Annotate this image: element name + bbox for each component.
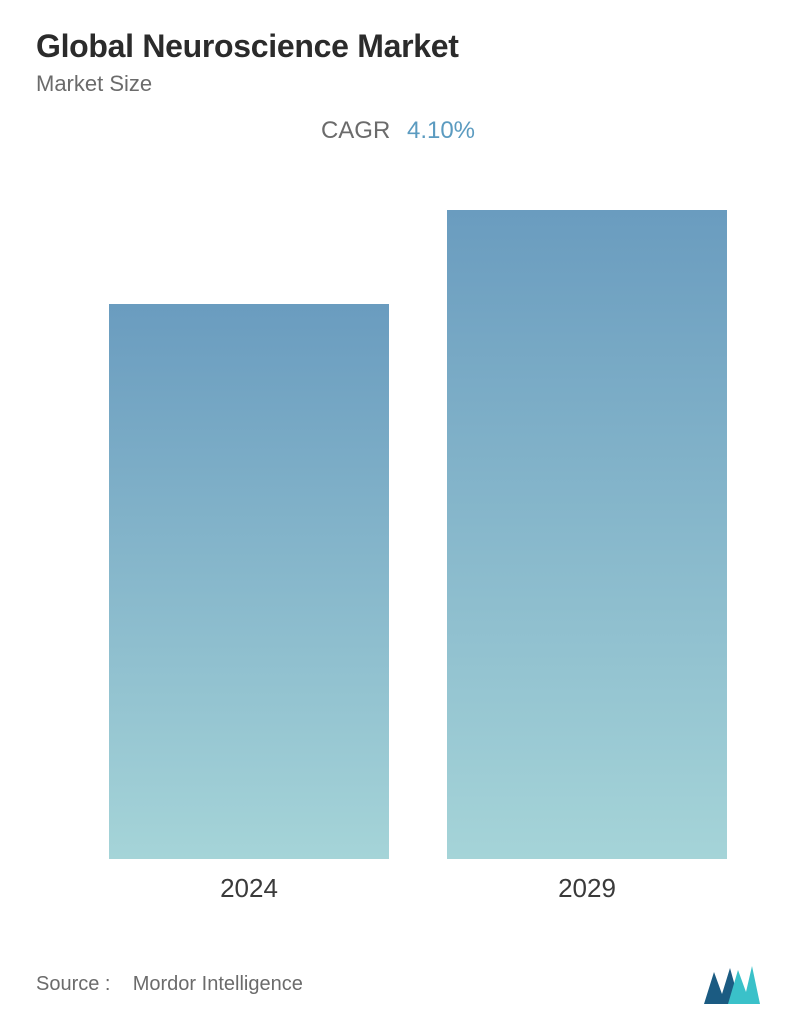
bar-1 (447, 210, 727, 859)
cagr-value: 4.10% (407, 117, 475, 144)
chart-footer: Source : Mordor Intelligence (36, 964, 760, 1004)
chart-header: Global Neuroscience Market Market Size (36, 28, 760, 97)
mordor-logo-icon (704, 964, 760, 1004)
bar-label-0: 2024 (220, 873, 278, 904)
bar-chart: 2024 2029 (80, 210, 756, 904)
bar-label-1: 2029 (558, 873, 616, 904)
bar-group-0: 2024 (80, 210, 418, 904)
bar-group-1: 2029 (418, 210, 756, 904)
bar-0 (109, 304, 389, 859)
source-label: Source : (36, 973, 110, 995)
chart-subtitle: Market Size (36, 71, 760, 97)
cagr-row: CAGR 4.10% (36, 117, 760, 145)
chart-title: Global Neuroscience Market (36, 28, 760, 65)
source-text: Source : Mordor Intelligence (36, 973, 303, 996)
cagr-label: CAGR (321, 117, 390, 144)
chart-container: Global Neuroscience Market Market Size C… (0, 0, 796, 1034)
source-value: Mordor Intelligence (133, 973, 303, 995)
